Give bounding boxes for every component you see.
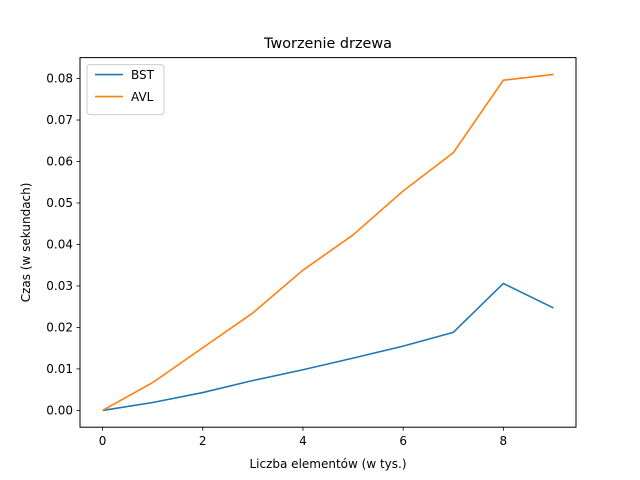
legend-label-bst: BST <box>131 68 155 82</box>
y-tick-label: 0.04 <box>46 237 73 251</box>
x-tick-label: 6 <box>399 434 407 448</box>
x-tick-label: 8 <box>500 434 508 448</box>
y-axis-label: Czas (w sekundach) <box>19 183 33 303</box>
y-tick-label: 0.03 <box>46 279 73 293</box>
x-axis-label: Liczba elementów (w tys.) <box>249 457 406 471</box>
x-tick-label: 0 <box>99 434 107 448</box>
legend-box <box>86 64 165 116</box>
x-tick-label: 2 <box>199 434 207 448</box>
y-tick-label: 0.07 <box>46 113 73 127</box>
y-tick-label: 0.05 <box>46 196 73 210</box>
y-tick-label: 0.02 <box>46 320 73 334</box>
legend-label-avl: AVL <box>131 90 154 104</box>
x-tick-label: 4 <box>299 434 307 448</box>
series-line-avl <box>102 73 554 412</box>
y-tick-label: 0.08 <box>46 72 73 86</box>
series-line-bst <box>102 282 554 412</box>
legend: BST AVL <box>86 64 165 116</box>
x-axis: 0 2 4 6 8 <box>99 427 507 448</box>
chart-title: Tworzenie drzewa <box>263 36 392 52</box>
plot-frame <box>79 57 577 428</box>
y-tick-label: 0.01 <box>46 362 73 376</box>
y-axis: 0.00 0.01 0.02 0.03 0.04 0.05 0.06 0.07 0.08 <box>46 72 80 417</box>
y-tick-label: 0.00 <box>46 403 73 417</box>
series-layer <box>102 73 554 412</box>
y-tick-label: 0.06 <box>46 155 73 169</box>
